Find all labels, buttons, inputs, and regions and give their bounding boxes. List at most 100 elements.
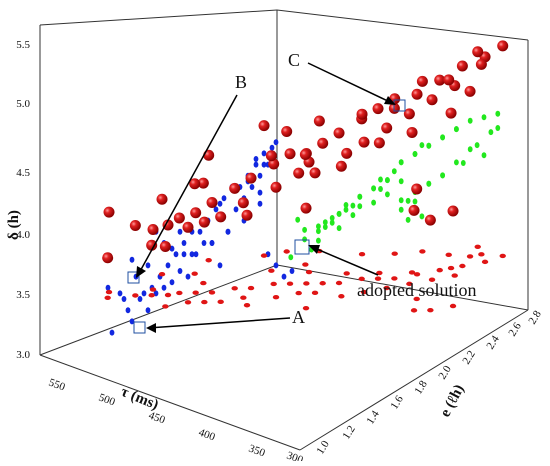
floor-projection-point [162, 304, 169, 309]
green-projection-point [350, 202, 356, 209]
green-projection-point [336, 210, 342, 217]
y-tick-label: 2.2 [460, 349, 477, 367]
arrow-b [137, 94, 238, 276]
floor-projection-point [272, 295, 280, 300]
blue-projection-point [137, 296, 143, 302]
green-projection-point [412, 198, 418, 205]
annotation-box-a [133, 321, 146, 334]
floor-projection-point [176, 290, 183, 296]
floor-projection-point [358, 276, 365, 282]
pareto-point [464, 85, 476, 97]
floor-projection-point [338, 294, 345, 299]
pareto-point [189, 178, 201, 190]
blue-projection-point [181, 240, 187, 246]
floor-projection-point [295, 290, 302, 296]
blue-projection-point [169, 279, 175, 286]
arrowhead-b [136, 266, 146, 278]
pareto-point [335, 160, 347, 172]
pareto-point [284, 148, 296, 160]
arrow-c [307, 62, 393, 104]
floor-projection-point [200, 280, 207, 286]
blue-projection-point [257, 189, 263, 196]
y-tick-label: 1.8 [412, 378, 430, 396]
green-projection-points [288, 110, 501, 261]
floor-projection-point [268, 268, 275, 273]
x-tick-label: 450 [147, 410, 167, 427]
pareto-point [258, 120, 270, 132]
z-axis-title: δ (h) [6, 210, 22, 240]
blue-projection-point [185, 273, 191, 280]
floor-projection-point [201, 299, 208, 305]
floor-projection-point [413, 272, 421, 277]
green-projection-point [426, 142, 432, 149]
green-projection-point [398, 206, 404, 213]
x-axis-title: τ (ms) [119, 384, 161, 413]
pareto-point [229, 182, 241, 194]
blue-projection-point [257, 172, 263, 179]
floor-projection-point [408, 270, 416, 275]
pareto-point [456, 60, 468, 72]
floor-projection-point [217, 299, 224, 305]
blue-projection-point [177, 268, 183, 274]
pareto-point [300, 202, 312, 214]
pareto-point [434, 74, 446, 86]
pareto-point [162, 219, 174, 231]
blue-projection-point [225, 228, 231, 235]
z-tick-label: 3.0 [16, 349, 30, 361]
arrow-adopted [311, 246, 379, 276]
green-projection-point [481, 152, 487, 159]
floor-projection-point [413, 296, 420, 302]
green-projection-point [343, 206, 349, 213]
floor-projection-point [376, 270, 383, 276]
pareto-point [206, 196, 218, 208]
pareto-point [265, 150, 277, 162]
pareto-point [416, 75, 428, 87]
pareto-point [190, 207, 202, 219]
pareto-point [411, 88, 423, 100]
y-tick-label: 1.0 [314, 438, 332, 456]
blue-projection-point [253, 156, 259, 162]
pareto-point [215, 211, 227, 223]
floor-projection-point [303, 281, 310, 286]
y-tick-label: 1.4 [364, 408, 382, 426]
blue-projection-point [257, 200, 263, 207]
floor-projection-point [260, 253, 268, 258]
blue-projection-point [249, 184, 255, 190]
blue-projection-point [217, 200, 223, 207]
green-projection-point [336, 225, 342, 232]
y-tick-label: 1.2 [340, 424, 357, 442]
green-projection-point [371, 185, 376, 192]
pareto-point [406, 126, 418, 138]
green-projection-point [322, 219, 328, 226]
blue-projection-point [129, 318, 135, 325]
green-projection-point [357, 203, 363, 210]
floor-projection-point [374, 276, 382, 281]
floor-projection-point [132, 293, 139, 298]
floor-projection-point [191, 271, 198, 276]
green-projection-point [405, 197, 411, 204]
green-projection-point [295, 216, 301, 223]
blue-projection-point [125, 307, 131, 314]
pareto-point [341, 147, 353, 159]
arrowhead-a [146, 323, 156, 333]
pareto-point [497, 40, 509, 52]
green-projection-point [440, 172, 445, 179]
blue-projection-point [105, 284, 111, 291]
pareto-point [313, 115, 325, 127]
annotation-label-c: C [288, 50, 300, 70]
floor-projection-point [158, 272, 166, 277]
blue-projection-point [233, 206, 239, 213]
floor-projection-point [383, 285, 390, 291]
x-tick-label: 500 [97, 392, 117, 409]
blue-projection-point [213, 206, 219, 213]
pareto-point [356, 108, 368, 120]
blue-projection-point [165, 262, 171, 269]
green-projection-point [288, 254, 294, 261]
green-projection-point [398, 197, 404, 204]
pareto-point [424, 214, 436, 226]
floor-projection-points [104, 244, 506, 313]
floor-projection-point [410, 308, 418, 313]
floor-projection-point [240, 295, 247, 300]
floor-projection-point [231, 286, 238, 291]
floor-projection-point [474, 244, 481, 249]
